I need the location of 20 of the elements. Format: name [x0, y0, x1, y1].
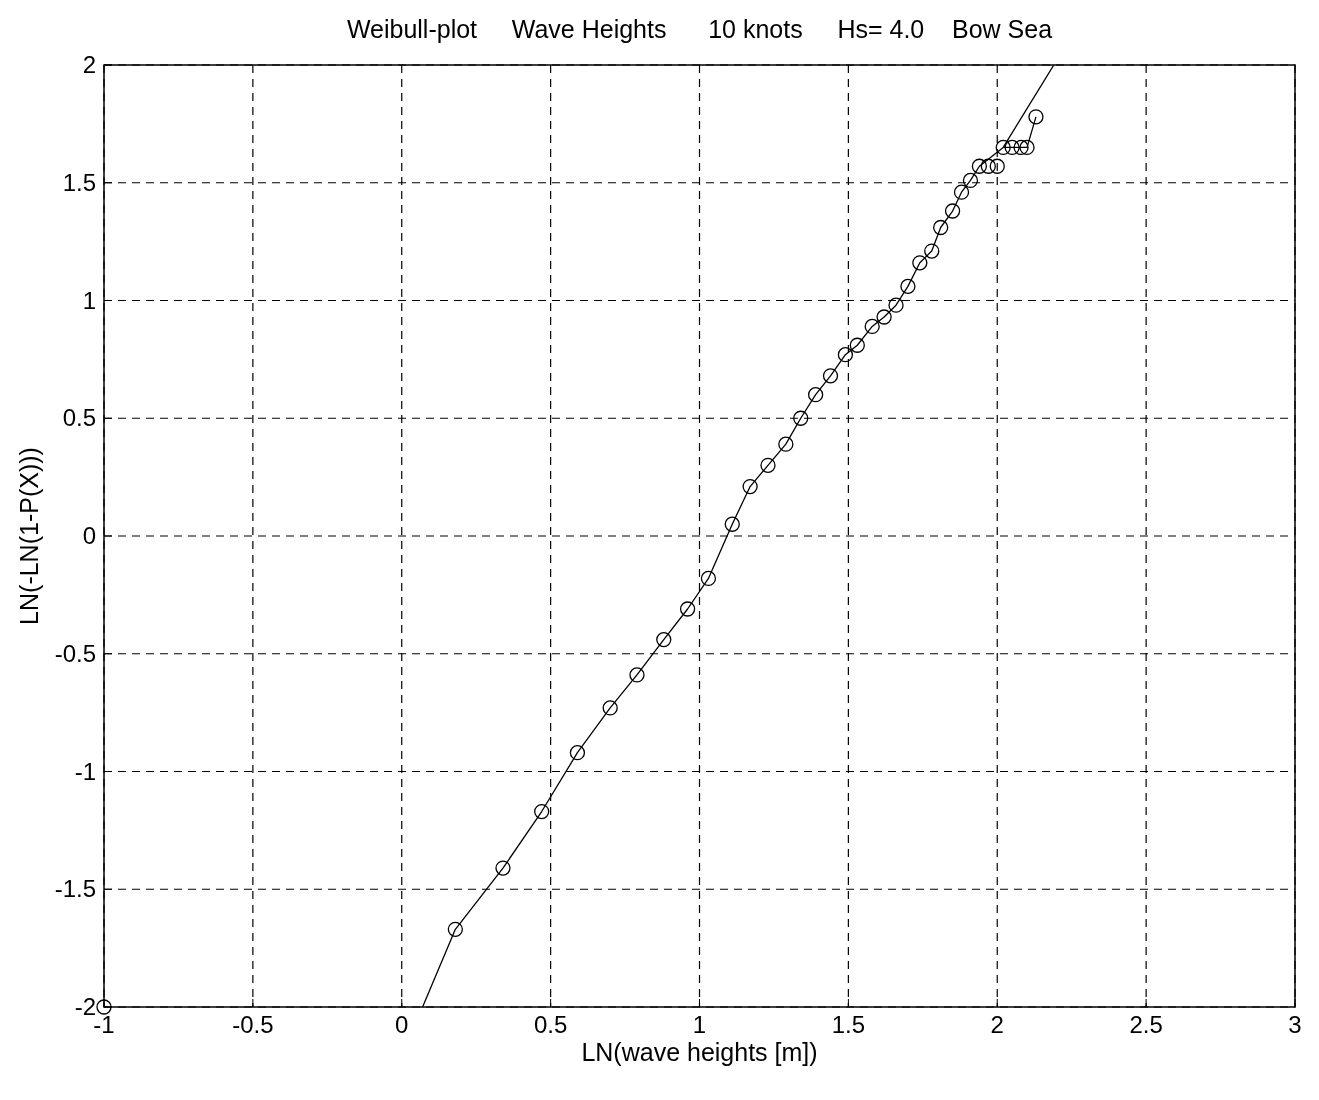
y-tick-label: -1	[74, 757, 96, 785]
y-tick-label: 1.5	[62, 168, 96, 196]
y-axis-title: LN(-LN(1-P(X)))	[15, 447, 43, 625]
x-tick-label: 2.5	[1129, 1011, 1163, 1038]
y-tick-label: 2	[82, 51, 96, 78]
x-axis-title: LN(wave heights [m])	[581, 1038, 818, 1066]
x-tick-label: 0	[395, 1011, 409, 1038]
y-tick-label: 0.5	[62, 404, 96, 432]
x-tick-label: 1	[692, 1011, 707, 1038]
y-tick-label: 0	[82, 522, 96, 549]
x-tick-label: -0.5	[232, 1011, 274, 1038]
x-tick-label: 3	[1288, 1011, 1302, 1038]
y-tick-label: -2	[74, 993, 96, 1020]
y-tick-label: 1	[82, 286, 96, 314]
x-tick-label: 2	[990, 1011, 1004, 1038]
y-tick-label: -1.5	[54, 875, 96, 903]
x-tick-label: 1.5	[831, 1011, 866, 1038]
chart-title: Weibull-plot Wave Heights 10 knots Hs= 4.0 Bow Sea	[346, 15, 1053, 43]
x-tick-label: 0.5	[533, 1011, 568, 1038]
y-tick-label: -0.5	[54, 639, 96, 667]
